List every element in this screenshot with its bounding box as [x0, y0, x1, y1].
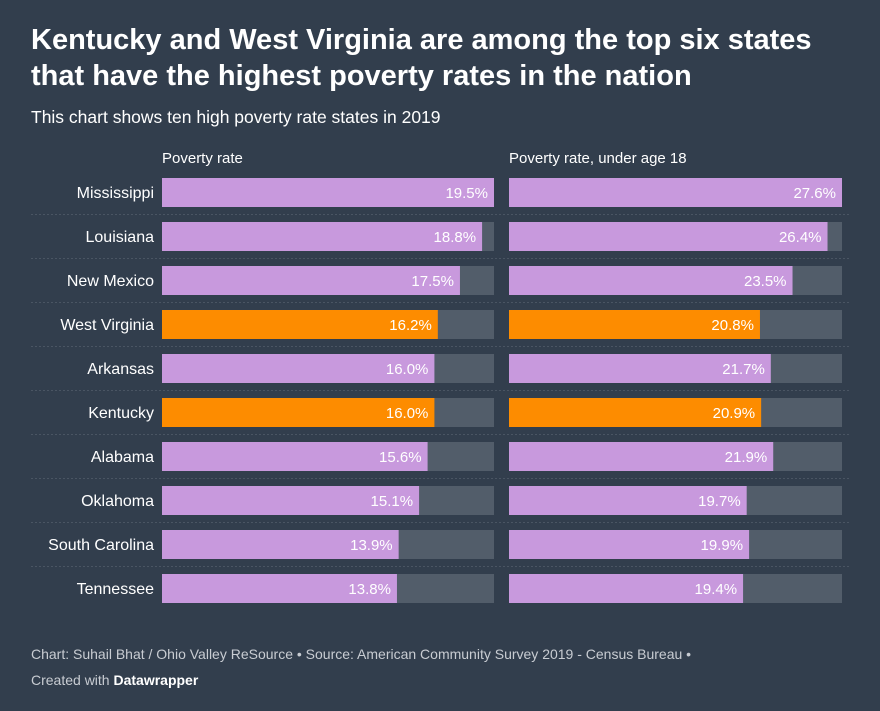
value-label-poverty-rate-oklahoma: 15.1%: [371, 493, 414, 510]
chart-subtitle: This chart shows ten high poverty rate s…: [31, 107, 441, 127]
bar-under18-rate-west-virginia: [509, 310, 760, 339]
state-label-south-carolina: South Carolina: [48, 537, 154, 554]
value-label-poverty-rate-arkansas: 16.0%: [386, 361, 429, 378]
state-label-arkansas: Arkansas: [87, 361, 154, 378]
value-label-poverty-rate-kentucky: 16.0%: [386, 405, 429, 422]
bar-poverty-rate-new-mexico: [162, 266, 460, 295]
value-label-poverty-rate-tennessee: 13.8%: [348, 581, 391, 598]
chart-footer: Chart: Suhail Bhat / Ohio Valley ReSourc…: [31, 641, 831, 693]
state-label-new-mexico: New Mexico: [67, 273, 154, 290]
bar-under18-rate-alabama: [509, 442, 774, 471]
bar-poverty-rate-kentucky: [162, 398, 435, 427]
value-label-poverty-rate-new-mexico: 17.5%: [411, 273, 454, 290]
bar-poverty-rate-oklahoma: [162, 486, 420, 515]
value-label-under18-rate-west-virginia: 20.8%: [711, 317, 754, 334]
bar-under18-rate-tennessee: [509, 574, 744, 603]
column-header-poverty-rate-under-18: Poverty rate, under age 18: [509, 150, 687, 167]
bar-under18-rate-mississippi: [509, 178, 842, 207]
bar-poverty-rate-south-carolina: [162, 530, 399, 559]
state-label-oklahoma: Oklahoma: [81, 493, 154, 510]
bar-poverty-rate-mississippi: [162, 178, 494, 207]
chart-title: Kentucky and West Virginia are among the…: [31, 24, 812, 92]
bar-poverty-rate-west-virginia: [162, 310, 438, 339]
state-label-tennessee: Tennessee: [77, 581, 154, 598]
bar-poverty-rate-tennessee: [162, 574, 397, 603]
value-label-poverty-rate-alabama: 15.6%: [379, 449, 422, 466]
bar-poverty-rate-louisiana: [162, 222, 483, 251]
value-label-poverty-rate-south-carolina: 13.9%: [350, 537, 393, 554]
state-label-mississippi: Mississippi: [77, 185, 154, 202]
value-label-under18-rate-mississippi: 27.6%: [793, 185, 836, 202]
datawrapper-link[interactable]: Datawrapper: [113, 672, 199, 688]
bar-poverty-rate-alabama: [162, 442, 428, 471]
bar-under18-rate-kentucky: [509, 398, 762, 427]
footer-credit: Chart: Suhail Bhat / Ohio Valley ReSourc…: [31, 646, 692, 662]
footer-created-with: Created with: [31, 672, 110, 688]
bar-under18-rate-arkansas: [509, 354, 771, 383]
bar-under18-rate-south-carolina: [509, 530, 750, 559]
value-label-poverty-rate-louisiana: 18.8%: [434, 229, 477, 246]
column-header-poverty-rate: Poverty rate: [162, 150, 243, 167]
value-label-under18-rate-new-mexico: 23.5%: [744, 273, 787, 290]
state-label-louisiana: Louisiana: [86, 229, 155, 246]
bar-under18-rate-new-mexico: [509, 266, 793, 295]
state-label-alabama: Alabama: [91, 449, 154, 466]
value-label-poverty-rate-west-virginia: 16.2%: [389, 317, 432, 334]
value-label-under18-rate-alabama: 21.9%: [725, 449, 768, 466]
value-label-under18-rate-tennessee: 19.4%: [695, 581, 738, 598]
value-label-under18-rate-louisiana: 26.4%: [779, 229, 822, 246]
value-label-under18-rate-arkansas: 21.7%: [722, 361, 765, 378]
bar-under18-rate-louisiana: [509, 222, 828, 251]
bar-poverty-rate-arkansas: [162, 354, 435, 383]
state-label-kentucky: Kentucky: [88, 405, 154, 422]
bar-under18-rate-oklahoma: [509, 486, 747, 515]
value-label-under18-rate-oklahoma: 19.7%: [698, 493, 741, 510]
value-label-under18-rate-south-carolina: 19.9%: [701, 537, 744, 554]
value-label-under18-rate-kentucky: 20.9%: [713, 405, 756, 422]
value-label-poverty-rate-mississippi: 19.5%: [445, 185, 488, 202]
state-label-west-virginia: West Virginia: [60, 317, 154, 334]
